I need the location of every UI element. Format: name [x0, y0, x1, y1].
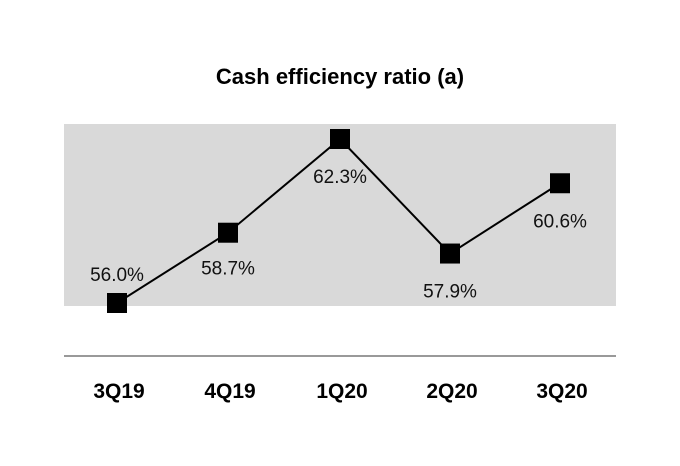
- chart-title: Cash efficiency ratio (a): [216, 64, 464, 89]
- x-tick-labels: 3Q19 4Q19 1Q20 2Q20 3Q20: [93, 380, 587, 403]
- x-tick-label: 3Q19: [93, 380, 144, 403]
- x-tick-label: 2Q20: [426, 380, 477, 403]
- data-point-marker: [440, 243, 460, 264]
- data-point-marker: [550, 173, 570, 194]
- data-label: 56.0%: [90, 265, 144, 286]
- x-tick-label: 1Q20: [316, 380, 367, 403]
- plot-background-band: [64, 124, 616, 306]
- data-label: 62.3%: [313, 167, 367, 188]
- data-label: 60.6%: [533, 211, 587, 232]
- data-point-marker: [107, 293, 127, 313]
- data-label: 57.9%: [423, 282, 477, 303]
- series-layer: 56.0% 58.7% 62.3% 57.9% 60.6%: [90, 129, 587, 313]
- x-tick-label: 4Q19: [204, 380, 255, 403]
- data-label: 58.7%: [201, 259, 255, 280]
- data-point-marker: [330, 129, 350, 149]
- data-point-marker: [218, 222, 238, 243]
- x-tick-label: 3Q20: [536, 380, 587, 403]
